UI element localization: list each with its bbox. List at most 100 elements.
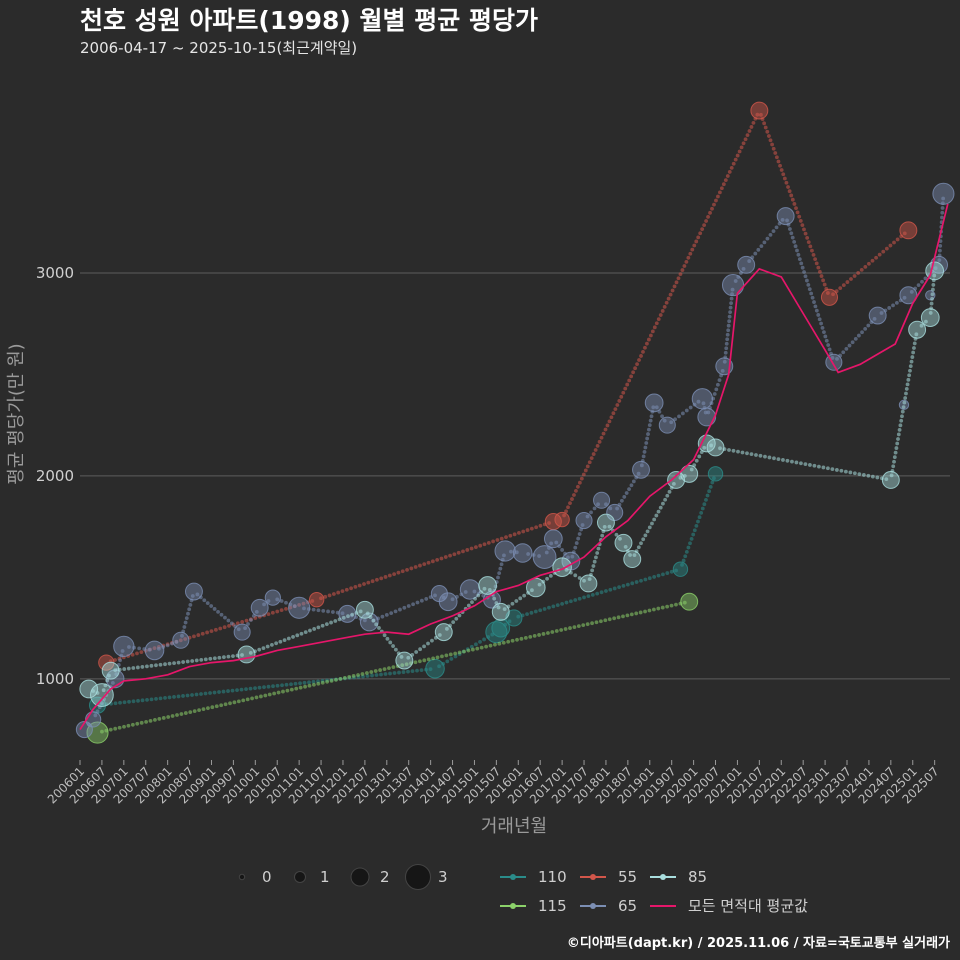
trend-dot — [810, 248, 814, 253]
trend-dot — [604, 589, 608, 593]
trend-dot — [781, 458, 785, 462]
legend-label: 85 — [688, 868, 707, 886]
trend-dot — [841, 283, 846, 288]
trend-dot — [226, 689, 230, 693]
trend-dot — [631, 370, 636, 375]
trend-dot — [767, 455, 772, 460]
data-point — [667, 470, 686, 489]
trend-dot — [789, 193, 794, 198]
trend-dot — [551, 604, 556, 609]
trend-dot — [696, 235, 701, 240]
trend-dot — [154, 696, 158, 701]
trend-dot — [596, 502, 600, 507]
trend-dot — [805, 235, 810, 240]
trend-dot — [652, 517, 657, 522]
trend-dot — [831, 292, 835, 297]
trend-dot — [712, 392, 717, 396]
trend-dot — [923, 276, 928, 281]
data-point — [233, 623, 251, 641]
trend-dot — [650, 329, 655, 334]
trend-dot — [630, 581, 635, 586]
trend-dot — [253, 686, 257, 691]
trend-dot — [733, 157, 738, 162]
trend-dot — [340, 611, 345, 616]
trend-dot — [227, 623, 231, 628]
trend-dot — [113, 726, 118, 731]
trend-dot — [249, 618, 253, 622]
trend-dot — [674, 280, 679, 285]
trend-dot — [267, 692, 272, 697]
trend-dot — [519, 636, 524, 641]
data-point — [750, 101, 769, 120]
trend-dot — [669, 603, 674, 608]
trend-dot — [723, 350, 728, 355]
trend-dot — [205, 630, 210, 635]
trend-dot — [784, 180, 789, 185]
size-legend-key — [294, 871, 306, 883]
trend-dot — [641, 349, 645, 354]
trend-dot — [214, 704, 219, 709]
trend-dot — [773, 151, 778, 155]
trend-dot — [470, 600, 474, 605]
trend-dot — [219, 703, 224, 708]
trend-dot — [706, 410, 711, 415]
trend-dot — [320, 680, 325, 685]
trend-dot — [509, 549, 513, 554]
trend-dot — [100, 729, 104, 734]
trend-dot — [346, 614, 350, 619]
trend-dot — [351, 674, 356, 678]
trend-dot — [190, 659, 195, 663]
trend-dot — [311, 682, 316, 687]
trend-dot — [147, 647, 152, 652]
trend-dot — [448, 623, 452, 628]
trend-dot — [550, 630, 555, 634]
trend-dot — [652, 325, 657, 330]
trend-dot — [563, 551, 567, 556]
trend-dot — [350, 612, 355, 617]
trend-dot — [298, 685, 303, 690]
trend-dot — [785, 458, 790, 463]
trend-dot — [574, 541, 579, 545]
trend-dot — [627, 378, 632, 383]
trend-dot — [619, 394, 624, 399]
trend-dot — [537, 582, 542, 587]
trend-dot — [538, 523, 543, 528]
trend-dot — [589, 456, 594, 461]
trend-dot — [389, 611, 394, 616]
trend-dot — [684, 408, 689, 413]
data-point — [172, 631, 190, 649]
trend-dot — [534, 525, 539, 530]
trend-dot — [186, 611, 190, 616]
trend-dot — [897, 427, 902, 432]
trend-dot — [697, 454, 702, 459]
trend-dot — [298, 681, 302, 686]
trend-dot — [600, 533, 605, 538]
trend-dot — [845, 280, 850, 284]
trend-dot — [708, 484, 713, 489]
trend-dot — [645, 436, 650, 441]
trend-dot — [149, 697, 154, 702]
trend-dot — [892, 455, 897, 460]
trend-dot — [203, 657, 208, 662]
trend-dot — [622, 495, 627, 499]
trend-dot — [413, 565, 418, 569]
trend-dot — [596, 546, 601, 551]
trend-dot — [192, 634, 196, 639]
trend-dot — [526, 552, 531, 556]
trend-dot — [646, 432, 650, 436]
trend-dot — [931, 283, 936, 287]
x-tick-labels: 2006012006072007012007072008012008072009… — [45, 760, 942, 807]
trend-dot — [874, 255, 878, 260]
trend-dot — [774, 225, 779, 230]
trend-dot — [347, 675, 352, 679]
trend-dot — [370, 673, 374, 678]
trend-dot — [380, 614, 385, 619]
trend-dot — [723, 178, 728, 183]
data-point — [85, 711, 102, 728]
trend-dot — [586, 594, 591, 599]
trend-dot — [813, 304, 818, 309]
trend-dot — [465, 548, 470, 552]
trend-dot — [658, 505, 663, 510]
trend-dot — [479, 645, 484, 650]
trend-dot — [493, 642, 497, 647]
